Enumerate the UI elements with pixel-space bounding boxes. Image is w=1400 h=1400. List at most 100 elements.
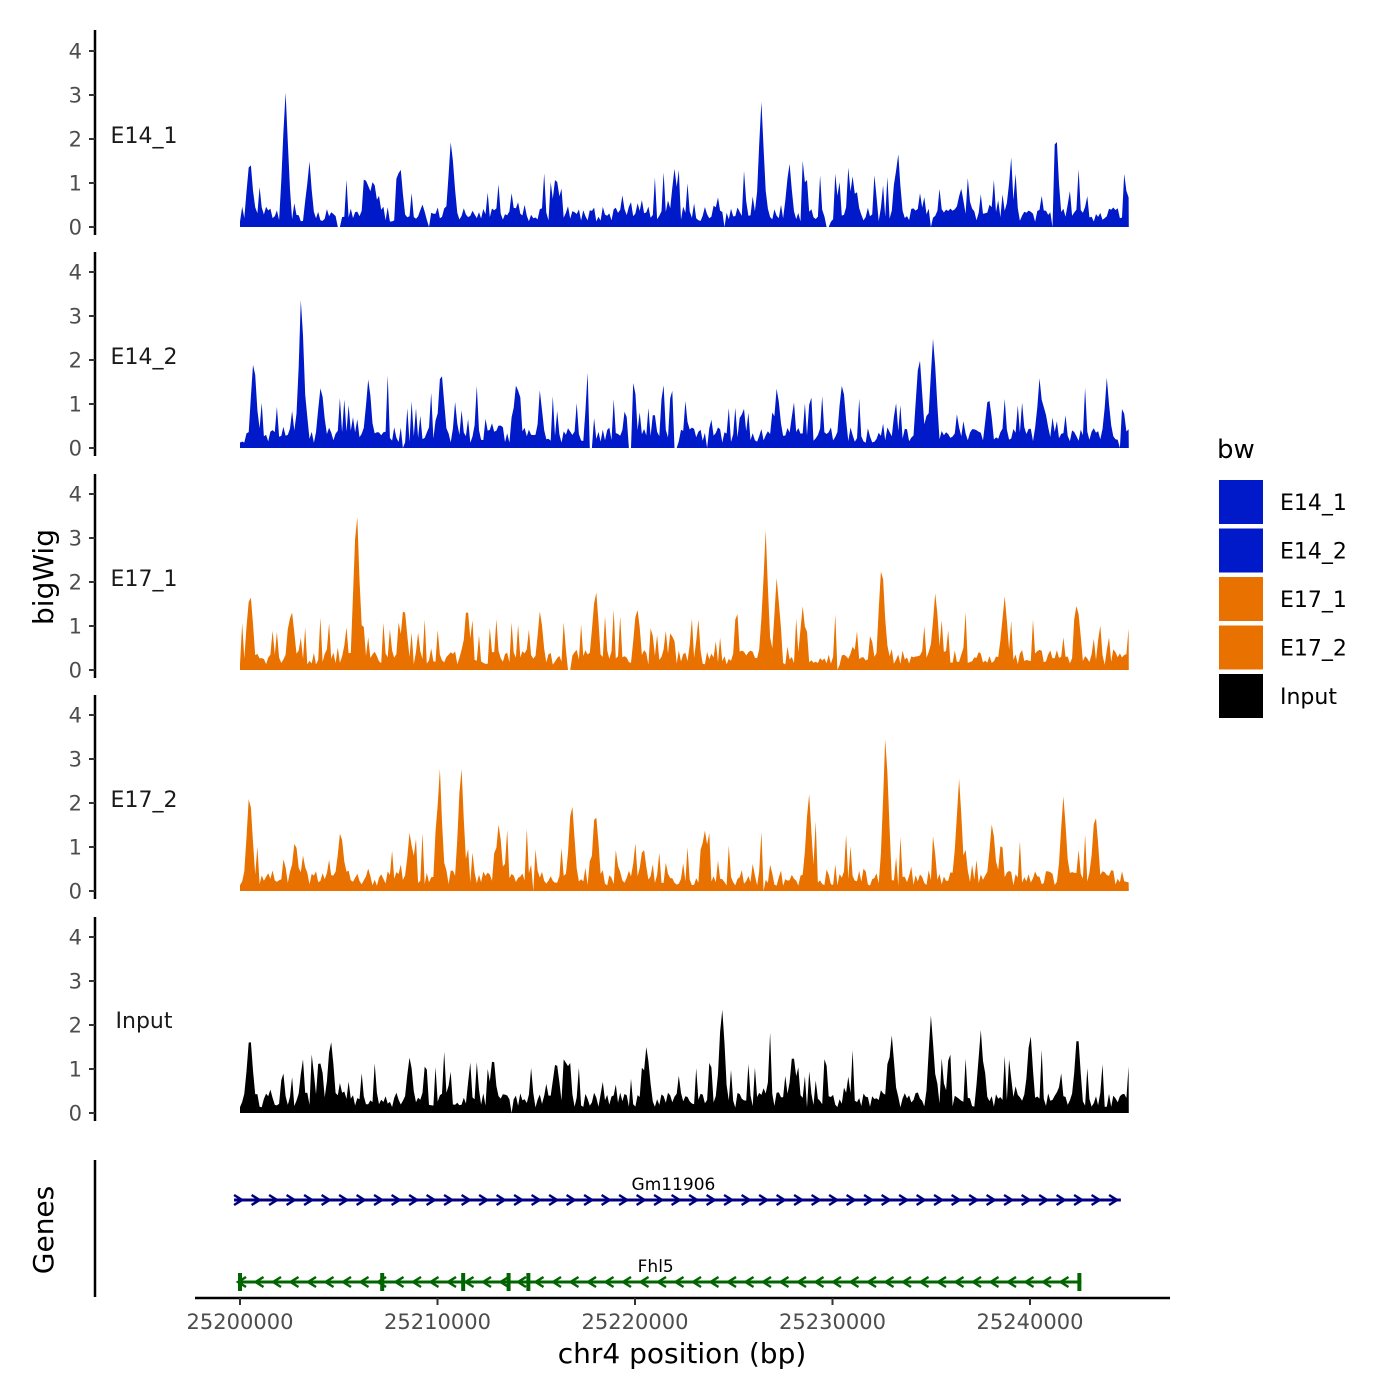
y-tick-label: 3 <box>69 527 82 551</box>
strand-arrow <box>550 1275 562 1289</box>
y-tick-label: 4 <box>69 926 82 950</box>
strand-arrow <box>670 1193 682 1207</box>
strand-arrow <box>530 1193 542 1207</box>
legend-title: bw <box>1217 435 1255 465</box>
y-tick-label: 2 <box>69 1014 82 1038</box>
strand-arrow <box>618 1193 630 1207</box>
strand-arrow <box>883 1275 895 1289</box>
legend-label: Input <box>1280 685 1337 710</box>
strand-arrow <box>498 1275 510 1289</box>
y-tick-label: 1 <box>69 615 82 639</box>
strand-arrow <box>548 1193 560 1207</box>
y-tick-label: 3 <box>69 84 82 108</box>
track-label: E14_1 <box>111 124 178 149</box>
strand-arrow <box>533 1275 545 1289</box>
strand-arrow <box>585 1275 597 1289</box>
strand-arrow <box>323 1275 335 1289</box>
strand-arrow <box>303 1193 315 1207</box>
y-tick-label: 0 <box>69 659 82 683</box>
y-tick-label: 3 <box>69 748 82 772</box>
strand-arrow <box>338 1193 350 1207</box>
strand-arrow <box>233 1193 245 1207</box>
strand-arrow <box>933 1193 945 1207</box>
strand-arrow <box>355 1193 367 1207</box>
strand-arrow <box>1108 1193 1120 1207</box>
strand-arrow <box>653 1193 665 1207</box>
gene-label: Fhl5 <box>638 1257 674 1277</box>
legend-swatch <box>1219 528 1263 573</box>
strand-arrow <box>268 1193 280 1207</box>
strand-arrow <box>1023 1275 1035 1289</box>
genes-axis-title: Genes <box>27 1186 60 1274</box>
y-tick-label: 1 <box>69 172 82 196</box>
strand-arrow <box>515 1275 527 1289</box>
strand-arrow <box>900 1275 912 1289</box>
strand-arrow <box>813 1275 825 1289</box>
strand-arrow <box>1073 1193 1085 1207</box>
strand-arrow <box>478 1193 490 1207</box>
strand-arrow <box>320 1193 332 1207</box>
strand-arrow <box>390 1193 402 1207</box>
strand-arrow <box>445 1275 457 1289</box>
strand-arrow <box>775 1193 787 1207</box>
strand-arrow <box>1040 1275 1052 1289</box>
strand-arrow <box>288 1275 300 1289</box>
legend-swatch <box>1219 577 1263 621</box>
y-tick-label: 4 <box>69 704 82 728</box>
legend: bw E14_1 E14_2 E17_1 E17_2 Input <box>1217 435 1347 718</box>
signal-area-e17-1 <box>240 517 1129 670</box>
y-tick-label: 2 <box>69 792 82 816</box>
strand-arrow <box>1020 1193 1032 1207</box>
y-tick-label: 4 <box>69 483 82 507</box>
strand-arrow <box>880 1193 892 1207</box>
gene-label: Gm11906 <box>632 1175 716 1195</box>
strand-arrow <box>690 1275 702 1289</box>
strand-arrow <box>760 1275 772 1289</box>
y-tick-label: 4 <box>69 40 82 64</box>
strand-arrow <box>373 1193 385 1207</box>
track-e14-2: 0 1 2 3 4 E14_2 <box>69 252 1129 461</box>
y-tick-label: 1 <box>69 836 82 860</box>
strand-arrow <box>603 1275 615 1289</box>
x-axis-title: chr4 position (bp) <box>558 1337 807 1370</box>
strand-arrow <box>740 1193 752 1207</box>
signal-area-input <box>240 1009 1129 1113</box>
strand-arrow <box>568 1275 580 1289</box>
track-e17-2: 0 1 2 3 4 E17_2 <box>69 695 1129 904</box>
strand-arrow <box>708 1275 720 1289</box>
legend-swatch <box>1219 480 1263 524</box>
gene-fhl5: Fhl5 <box>235 1257 1082 1291</box>
strand-arrow <box>970 1275 982 1289</box>
x-tick-label: 25210000 <box>384 1310 491 1334</box>
track-label: E17_2 <box>111 788 178 813</box>
strand-arrow <box>830 1275 842 1289</box>
strand-arrow <box>565 1193 577 1207</box>
strand-arrow <box>778 1275 790 1289</box>
strand-arrow <box>935 1275 947 1289</box>
y-tick-label: 3 <box>69 305 82 329</box>
strand-arrow <box>968 1193 980 1207</box>
strand-arrow <box>480 1275 492 1289</box>
legend-swatch <box>1219 674 1263 718</box>
strand-arrow <box>673 1275 685 1289</box>
strand-arrow <box>495 1193 507 1207</box>
strand-arrow <box>725 1275 737 1289</box>
strand-arrow <box>988 1275 1000 1289</box>
strand-arrow <box>828 1193 840 1207</box>
y-tick-label: 0 <box>69 880 82 904</box>
y-tick-label: 0 <box>69 437 82 461</box>
track-e17-1: 0 1 2 3 4 E17_1 <box>69 474 1129 683</box>
y-tick-label: 0 <box>69 216 82 240</box>
y-tick-label: 2 <box>69 571 82 595</box>
legend-label: E17_2 <box>1280 637 1347 662</box>
strand-arrow <box>915 1193 927 1207</box>
track-label: E14_2 <box>111 345 178 370</box>
y-tick-label: 1 <box>69 1058 82 1082</box>
x-tick-label: 25240000 <box>977 1310 1084 1334</box>
strand-arrow <box>758 1193 770 1207</box>
strand-arrow <box>443 1193 455 1207</box>
strand-arrow <box>743 1275 755 1289</box>
strand-arrow <box>425 1193 437 1207</box>
strand-arrow <box>583 1193 595 1207</box>
